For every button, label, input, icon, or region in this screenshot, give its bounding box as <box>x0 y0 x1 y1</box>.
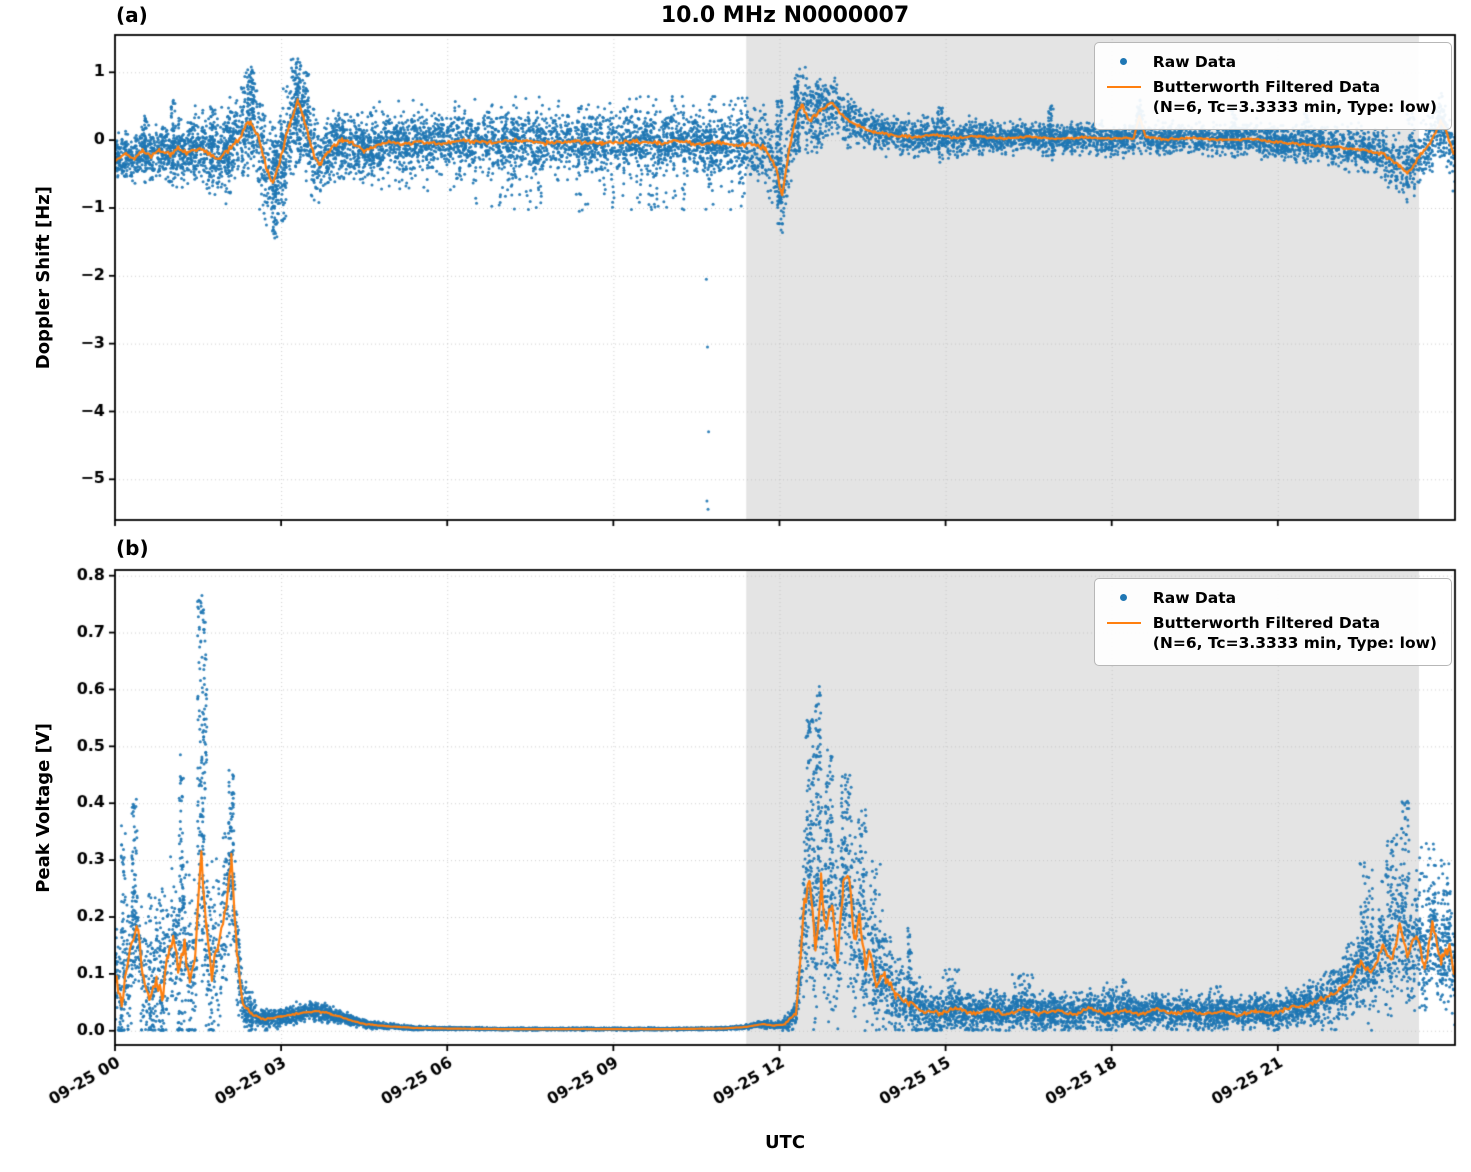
legend-raw-row: Raw Data <box>1107 588 1437 608</box>
filtered-line-marker-icon <box>1106 77 1141 89</box>
legend-filtered-sublabel: (N=6, Tc=3.3333 min, Type: low) <box>1152 634 1437 653</box>
chart-title: 10.0 MHz N0000007 <box>660 3 910 28</box>
panel-b-legend: Raw Data Butterworth Filtered Data (N=6,… <box>1093 578 1452 667</box>
panel-b-tag: (b) <box>116 536 149 560</box>
legend-raw-label: Raw Data <box>1152 589 1237 607</box>
raw-data-marker-icon <box>1107 588 1141 601</box>
x-axis-label: UTC <box>764 1132 806 1153</box>
panel-b-y-axis-label: Peak Voltage [V] <box>32 722 54 893</box>
legend-raw-row: Raw Data <box>1107 52 1437 72</box>
legend-filtered-row: Butterworth Filtered Data (N=6, Tc=3.333… <box>1106 77 1437 117</box>
legend-filtered-sublabel: (N=6, Tc=3.3333 min, Type: low) <box>1152 98 1437 117</box>
panel-a-legend: Raw Data Butterworth Filtered Data (N=6,… <box>1093 42 1452 131</box>
legend-raw-label: Raw Data <box>1152 53 1237 71</box>
legend-filtered-row: Butterworth Filtered Data (N=6, Tc=3.333… <box>1106 613 1437 653</box>
panel-a-tag: (a) <box>116 3 148 27</box>
legend-filtered-label: Butterworth Filtered Data <box>1152 78 1381 97</box>
legend-filtered-label: Butterworth Filtered Data <box>1152 614 1381 633</box>
panel-a-y-axis-label: Doppler Shift [Hz] <box>32 185 54 370</box>
raw-data-marker-icon <box>1107 52 1141 65</box>
filtered-line-marker-icon <box>1106 613 1141 625</box>
